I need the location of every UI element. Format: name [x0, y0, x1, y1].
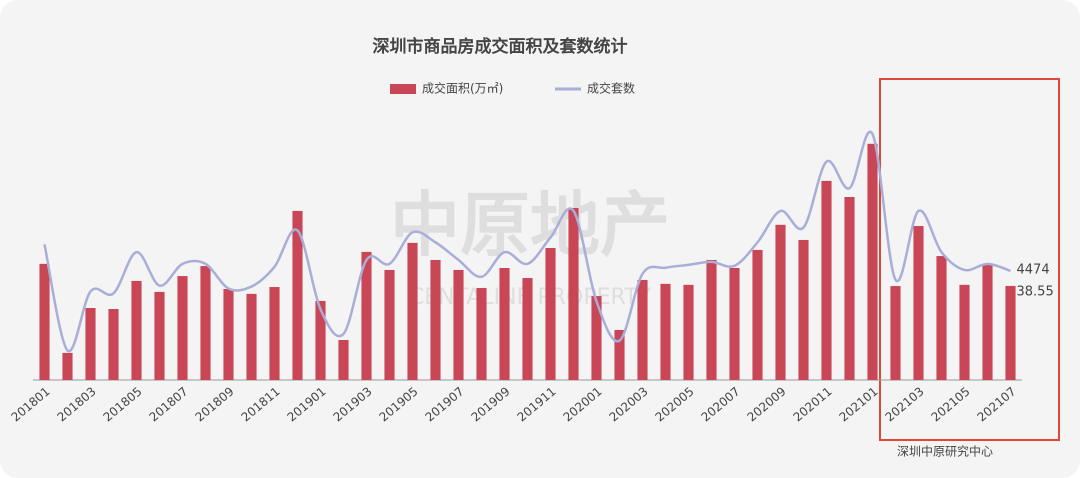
bar	[154, 291, 165, 380]
bar	[591, 296, 602, 380]
bar	[660, 283, 671, 380]
bar	[430, 259, 441, 380]
bar	[407, 242, 418, 380]
bar	[384, 269, 395, 380]
highlight-box	[879, 78, 1060, 441]
bar	[1005, 285, 1016, 380]
chart-title: 深圳市商品房成交面积及套数统计	[373, 36, 628, 57]
bar	[568, 207, 579, 380]
bar	[315, 300, 326, 380]
watermark: 中原地产	[390, 184, 670, 266]
bar	[361, 251, 372, 380]
bar	[959, 284, 970, 380]
bar	[867, 143, 878, 380]
bar	[775, 224, 786, 380]
bar	[890, 286, 901, 380]
bar	[39, 263, 50, 380]
bar	[85, 308, 96, 380]
bar	[637, 279, 648, 380]
bar	[223, 288, 234, 380]
bar	[798, 239, 809, 380]
bar	[62, 352, 73, 380]
bar	[476, 288, 487, 380]
bar	[499, 268, 510, 380]
bar	[292, 210, 303, 380]
bar	[177, 276, 188, 380]
bar	[545, 247, 556, 380]
data-label: 38.55	[1017, 284, 1054, 299]
bar	[683, 284, 694, 380]
legend-label: 成交面积(万㎡)	[422, 81, 503, 96]
bar	[522, 278, 533, 380]
bar	[200, 266, 211, 380]
bar	[936, 256, 947, 380]
bar	[453, 269, 464, 380]
bar	[246, 293, 257, 380]
data-label: 4474	[1017, 262, 1050, 277]
bar	[821, 180, 832, 380]
bar	[982, 263, 993, 380]
bar	[338, 339, 349, 380]
bar	[614, 329, 625, 380]
bar	[913, 226, 924, 380]
legend-swatch	[390, 84, 416, 94]
bar	[706, 259, 717, 380]
line	[43, 130, 1011, 353]
bar	[269, 287, 280, 380]
bar	[729, 268, 740, 380]
bar	[131, 280, 142, 380]
bar	[752, 249, 763, 380]
legend-label: 成交套数	[587, 81, 635, 96]
source: 深圳中原研究中心	[897, 444, 993, 459]
bar	[108, 308, 119, 380]
bar	[844, 197, 855, 380]
